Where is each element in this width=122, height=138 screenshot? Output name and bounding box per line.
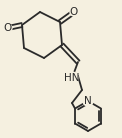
Circle shape <box>83 96 93 106</box>
Text: O: O <box>70 7 78 17</box>
Circle shape <box>66 72 78 84</box>
Text: O: O <box>4 23 12 33</box>
Text: N: N <box>84 96 92 106</box>
Circle shape <box>70 8 78 16</box>
Text: HN: HN <box>64 73 80 83</box>
Circle shape <box>4 24 12 32</box>
